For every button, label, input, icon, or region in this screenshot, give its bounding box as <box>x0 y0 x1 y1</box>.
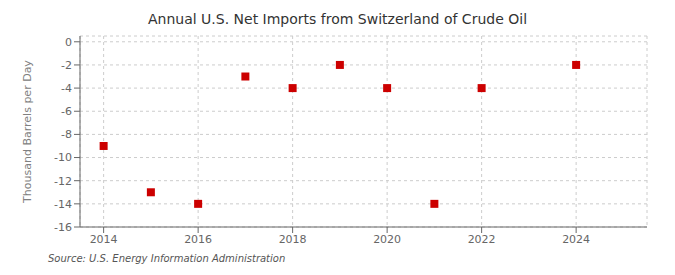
html-text:Source: U.S. Energy Informatio: Source: U.S. Energy Information Administ… <box>48 253 286 264</box>
svg-text:0: 0 <box>65 36 72 49</box>
svg-text:-4: -4 <box>61 82 72 95</box>
svg-text:-2: -2 <box>61 59 72 72</box>
svg-text:-16: -16 <box>54 221 72 234</box>
html-text:Annual U.S. Net Imports from S: Annual U.S. Net Imports from Switzerland… <box>148 11 527 27</box>
svg-text:-14: -14 <box>54 198 72 211</box>
svg-text:Thousand Barrels per Day: Thousand Barrels per Day <box>21 60 34 204</box>
svg-text:-6: -6 <box>61 105 72 118</box>
svg-text:-12: -12 <box>54 175 72 188</box>
svg-text:2024: 2024 <box>562 233 590 246</box>
svg-text:-10: -10 <box>54 151 72 164</box>
svg-text:2016: 2016 <box>184 233 212 246</box>
svg-text:2022: 2022 <box>468 233 496 246</box>
svg-text:2018: 2018 <box>279 233 307 246</box>
svg-text:2014: 2014 <box>90 233 118 246</box>
svg-text:-8: -8 <box>61 128 72 141</box>
svg-text:2020: 2020 <box>373 233 401 246</box>
